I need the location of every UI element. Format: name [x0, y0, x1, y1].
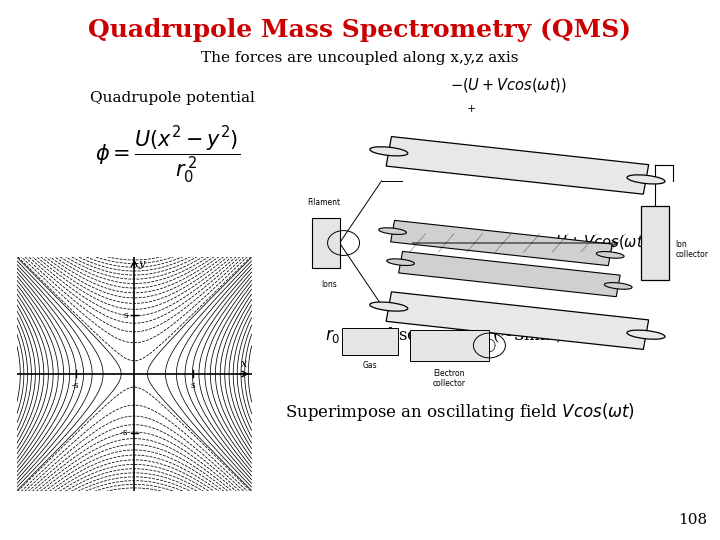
Polygon shape: [391, 220, 612, 266]
Text: The forces are uncoupled along x,y,z axis: The forces are uncoupled along x,y,z axi…: [202, 51, 518, 65]
Polygon shape: [386, 292, 649, 349]
Ellipse shape: [604, 282, 632, 289]
Text: 108: 108: [678, 513, 708, 527]
Text: Ion
collector: Ion collector: [675, 240, 708, 259]
Text: y: y: [138, 259, 145, 269]
FancyBboxPatch shape: [642, 206, 670, 280]
Polygon shape: [399, 252, 620, 296]
Text: $r_0$ = rod separation (~3mm): $r_0$ = rod separation (~3mm): [325, 325, 562, 346]
Text: $-(U+Vcos(\omega t))$: $-(U+Vcos(\omega t))$: [450, 76, 567, 94]
Ellipse shape: [370, 147, 408, 156]
Ellipse shape: [379, 228, 407, 234]
Text: Electron
collector: Electron collector: [433, 369, 466, 388]
Ellipse shape: [627, 330, 665, 339]
Text: s: s: [191, 381, 195, 390]
Ellipse shape: [596, 252, 624, 258]
Text: Superimpose an oscillating field $Vcos(\omega t)$: Superimpose an oscillating field $Vcos(\…: [285, 401, 635, 423]
Text: x: x: [240, 359, 247, 369]
Text: Gas: Gas: [362, 361, 377, 370]
Ellipse shape: [627, 175, 665, 184]
FancyBboxPatch shape: [341, 328, 397, 355]
Polygon shape: [386, 137, 649, 194]
Text: +: +: [467, 104, 476, 114]
Text: $\phi = \dfrac{U(x^2 - y^2)}{r_0^{\,2}}$: $\phi = \dfrac{U(x^2 - y^2)}{r_0^{\,2}}$: [95, 124, 240, 186]
Text: Filament: Filament: [307, 198, 341, 207]
Text: Ions: Ions: [322, 280, 338, 289]
Text: -s: -s: [72, 381, 79, 390]
Text: -s: -s: [121, 428, 128, 437]
Ellipse shape: [387, 259, 415, 266]
Text: s: s: [124, 310, 128, 320]
Ellipse shape: [370, 302, 408, 311]
Text: $U+Vcos(\omega t)$: $U+Vcos(\omega t)$: [555, 233, 648, 251]
FancyBboxPatch shape: [410, 330, 490, 361]
Text: Quadrupole Mass Spectrometry (QMS): Quadrupole Mass Spectrometry (QMS): [89, 18, 631, 42]
FancyBboxPatch shape: [312, 218, 340, 268]
Text: Quadrupole potential: Quadrupole potential: [90, 91, 255, 105]
